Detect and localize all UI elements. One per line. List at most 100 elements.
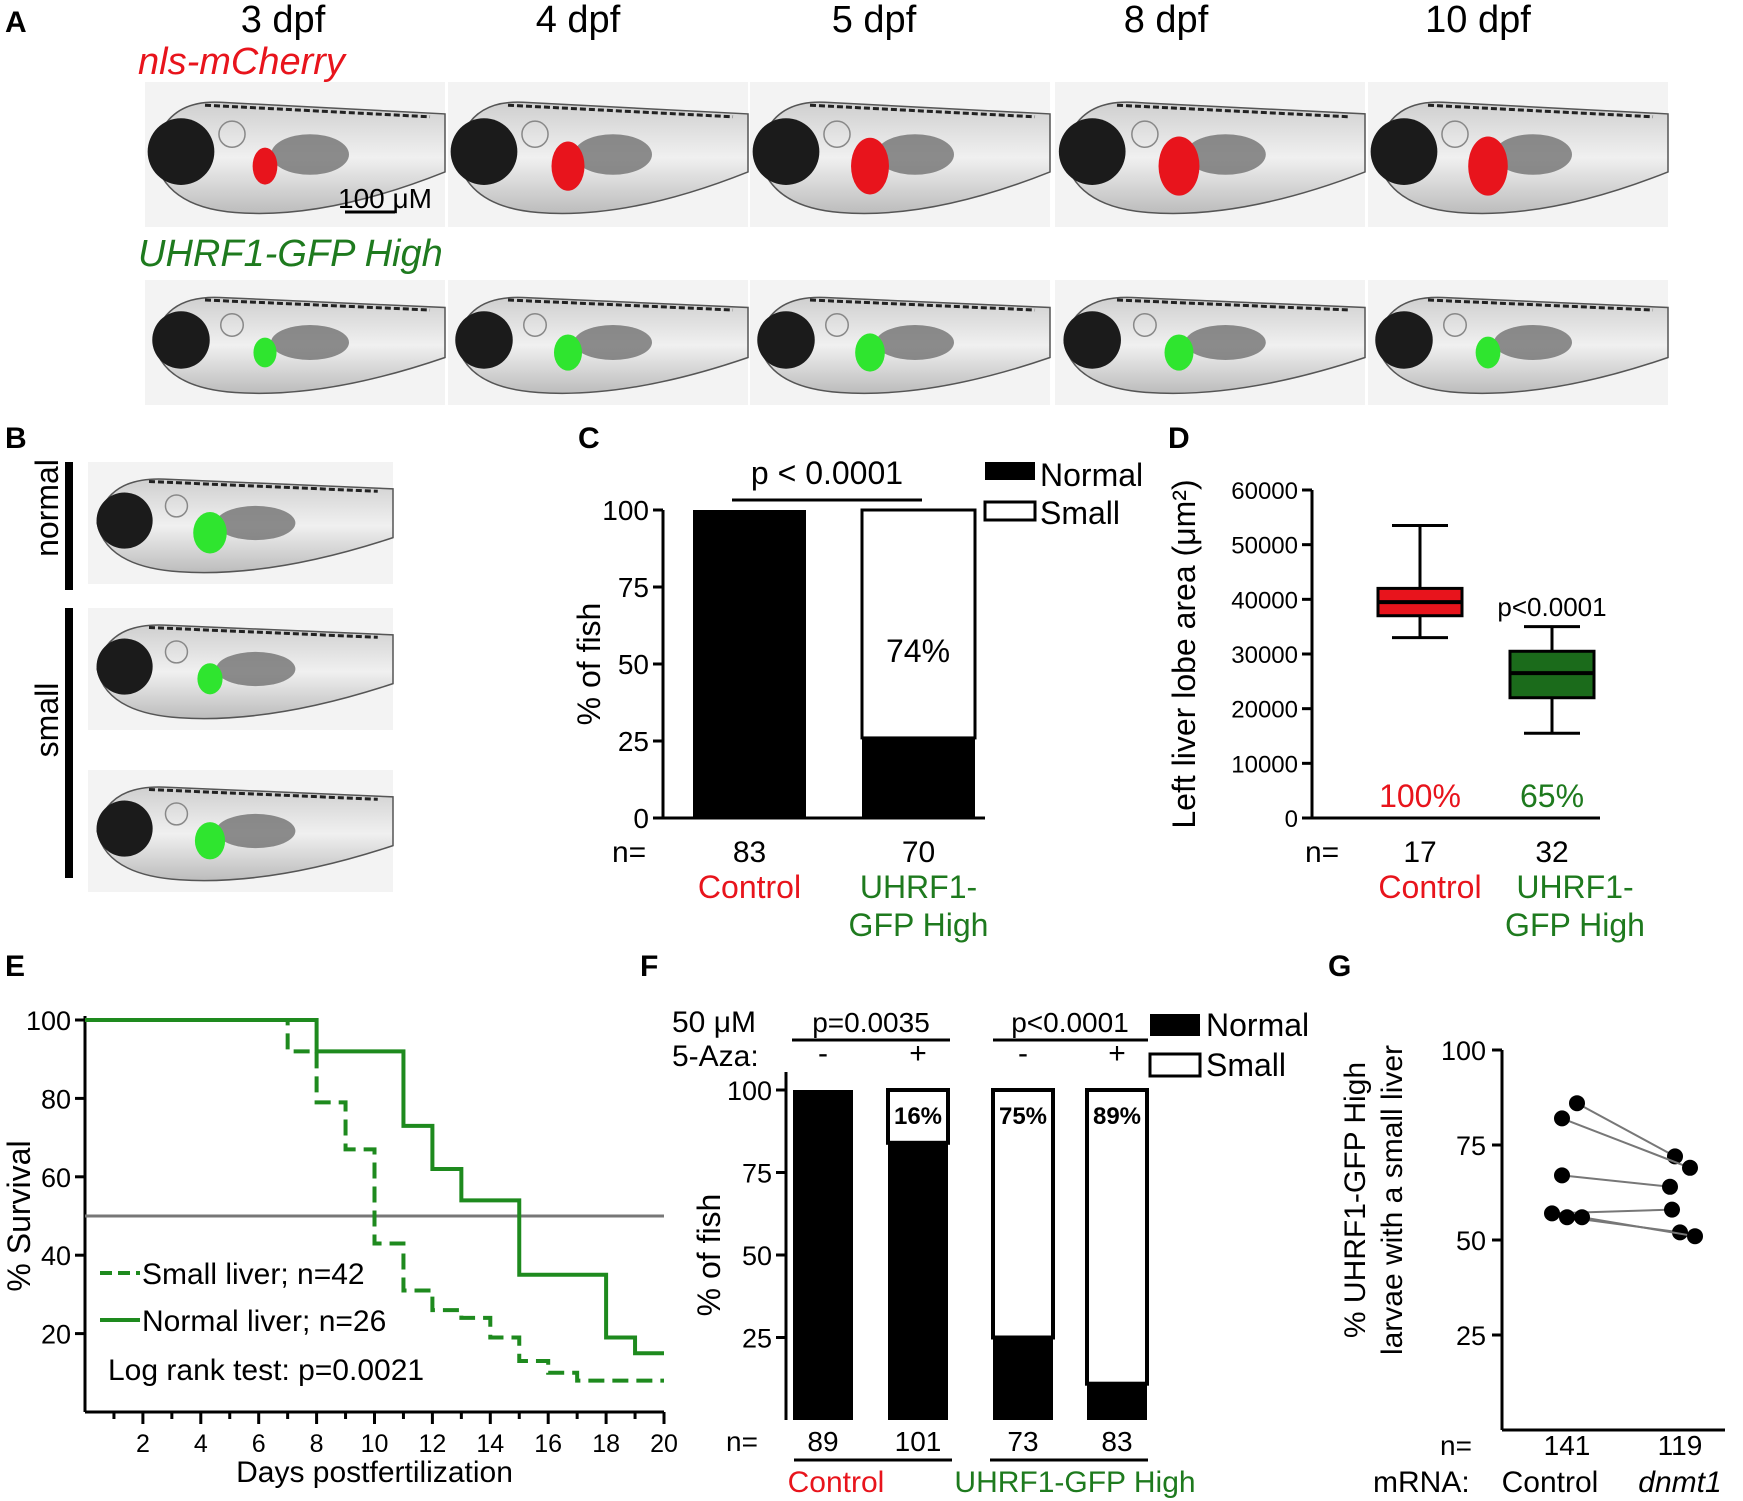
x-tick-label: 2 — [136, 1430, 150, 1458]
fish-image-small-2 — [88, 770, 394, 892]
x-tick-label: 14 — [476, 1430, 504, 1458]
legend-swatch-small — [983, 500, 1037, 522]
fish-liver — [855, 333, 885, 372]
stage-label: 8 dpf — [1124, 0, 1209, 41]
pvalue-label-2: p<0.0001 — [1011, 1007, 1129, 1038]
panel-letter-a: A — [5, 6, 27, 39]
n-label: n= — [1305, 836, 1339, 869]
treatment-sign: + — [909, 1037, 927, 1070]
point-dnmt1 — [1682, 1159, 1698, 1176]
fish-gut — [876, 134, 954, 175]
fish-pigment — [1427, 103, 1654, 119]
panel-letter-d: D — [1168, 422, 1190, 455]
y-axis-label: % Survival — [1, 1140, 37, 1291]
fish-image-gfp — [145, 280, 446, 405]
pair-connector — [1576, 1102, 1676, 1158]
bar-normal — [862, 737, 975, 818]
pvalue-label: p < 0.0001 — [751, 455, 903, 491]
fish-otic-vesicle — [1441, 120, 1469, 148]
x-tick-label: 10 — [361, 1430, 389, 1458]
y-tick-label: 20000 — [1231, 697, 1298, 724]
y-tick-label: 50 — [618, 649, 649, 680]
bar-normal — [993, 1337, 1053, 1420]
y-tick-label: 25 — [1456, 1321, 1486, 1351]
group-label: GFP High — [1505, 907, 1645, 943]
legend-label-small: Small — [1040, 495, 1120, 531]
fish-otic-vesicle — [1443, 313, 1467, 337]
point-control — [1574, 1209, 1590, 1226]
fish-gut — [1494, 134, 1572, 175]
label-small: small — [29, 683, 65, 758]
pair-connector — [1561, 1117, 1691, 1169]
fish-eye — [1063, 311, 1121, 369]
panel-letter-c: C — [578, 422, 600, 455]
group-label: dnmt1 — [1638, 1466, 1721, 1499]
bar-normal — [888, 1142, 948, 1420]
group-label-control: Control — [788, 1466, 885, 1499]
panel-d: D 0 10000 20000 30000 40000 50000 60000 Left liv… — [1166, 422, 1645, 943]
pvalue-label-1: p=0.0035 — [812, 1007, 930, 1038]
fish-image-gfp — [448, 280, 749, 405]
fish-image-small-1 — [88, 608, 394, 730]
panel-letter-e: E — [5, 950, 25, 983]
fish-liver — [1475, 336, 1501, 369]
fish-gut — [216, 651, 296, 687]
x-axis-label: Days postfertilization — [236, 1456, 513, 1489]
fish-otic-vesicle — [220, 313, 244, 337]
percent-label: 100% — [1379, 778, 1461, 814]
group-label: Control — [1502, 1466, 1599, 1499]
n-value: 101 — [895, 1426, 942, 1457]
normal-bracket-bar — [65, 462, 73, 590]
n-label: n= — [1440, 1430, 1472, 1461]
n-value: 73 — [1007, 1426, 1038, 1457]
fish-image-gfp — [1368, 280, 1669, 405]
fish-gut — [271, 134, 349, 175]
fish-liver — [197, 663, 223, 695]
fish-liver — [252, 147, 278, 185]
y-tick-label: 50 — [1456, 1226, 1486, 1256]
fish-otic-vesicle — [164, 802, 189, 826]
legend-swatch-normal — [985, 462, 1035, 480]
y-tick-label: 20 — [41, 1320, 71, 1350]
panel-c: C 0 25 50 75 100 % of fish 74% p < 0.0001 NormalS… — [571, 422, 1143, 943]
pvalue-label: p<0.0001 — [1497, 592, 1606, 622]
mrna-label: mRNA: — [1373, 1466, 1470, 1499]
y-tick-label: 25 — [618, 726, 649, 757]
small-bracket-bar — [65, 608, 73, 878]
group-label: Control — [698, 869, 801, 905]
n-value: 141 — [1544, 1430, 1591, 1461]
fish-gut — [1185, 325, 1266, 360]
x-tick-label: 18 — [592, 1430, 620, 1458]
fish-gut — [1185, 134, 1266, 175]
fish-gut — [574, 134, 652, 175]
n-label: n= — [726, 1426, 758, 1457]
fish-image-gfp — [1055, 280, 1366, 405]
y-tick-label: 40000 — [1231, 587, 1298, 614]
fish-gut — [216, 505, 296, 541]
point-control — [1554, 1167, 1570, 1184]
treatment-sign: - — [818, 1037, 828, 1070]
fish-gut — [574, 325, 652, 360]
log-rank-test-label: Log rank test: p=0.0021 — [108, 1354, 424, 1387]
point-dnmt1 — [1672, 1224, 1688, 1241]
bar-percent-label: 75% — [999, 1103, 1047, 1130]
fish-gut — [216, 813, 296, 849]
fish-liver — [851, 137, 889, 195]
fish-eye — [450, 118, 518, 185]
fish-liver — [553, 334, 583, 371]
fish-liver — [253, 337, 277, 368]
fish-liver — [1468, 136, 1508, 196]
y-axis-label-line-1: % UHRF1-GFP High — [1339, 1062, 1372, 1338]
fish-otic-vesicle — [825, 313, 849, 337]
fish-image-mcherry — [1055, 82, 1366, 227]
point-dnmt1 — [1687, 1228, 1703, 1245]
bar-small — [886, 1088, 950, 1145]
legend-label-small: Small liver; n=42 — [142, 1258, 365, 1291]
fish-otic-vesicle — [1131, 120, 1159, 148]
pair-connector — [1561, 1174, 1671, 1188]
group-label: Control — [1378, 869, 1481, 905]
x-tick-label: 8 — [310, 1430, 324, 1458]
group-label: UHRF1- — [1516, 869, 1633, 905]
legend-swatch-small — [1148, 1052, 1202, 1078]
y-tick-label: 50 — [742, 1241, 772, 1271]
